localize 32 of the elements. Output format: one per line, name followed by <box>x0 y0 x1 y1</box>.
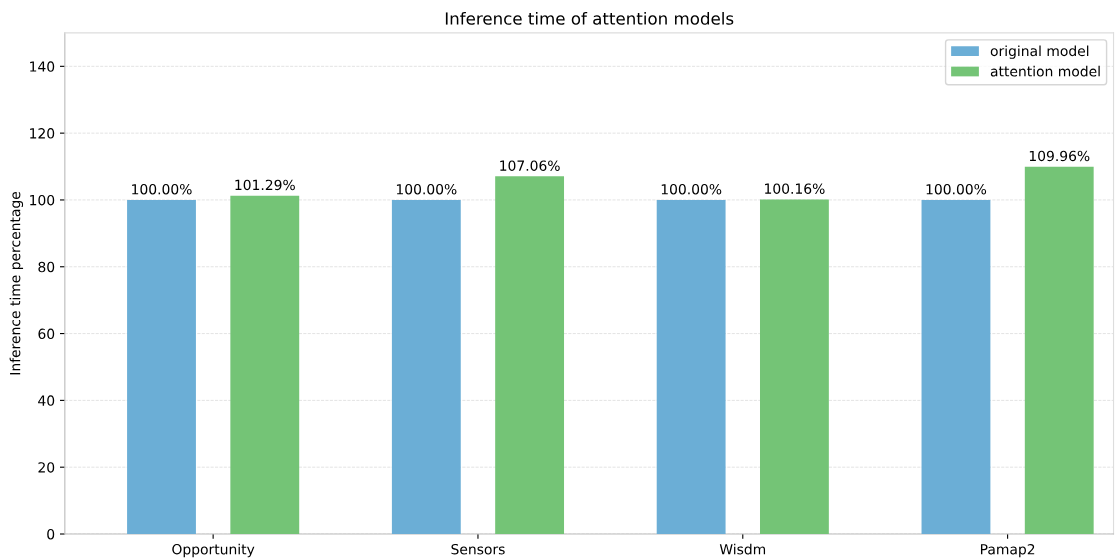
legend-label: attention model <box>990 65 1100 77</box>
bar <box>391 199 461 535</box>
bar <box>656 199 726 535</box>
data-label: 100.00% <box>926 183 987 195</box>
data-label: 109.96% <box>1029 150 1090 162</box>
data-label: 100.00% <box>132 183 192 195</box>
data-label: 100.00% <box>661 183 722 195</box>
x-tick-label: Pamap2 <box>980 543 1035 558</box>
y-tick-label: 80 <box>38 261 55 273</box>
data-label: 101.29% <box>235 179 295 191</box>
y-tick-label: 40 <box>38 395 55 406</box>
legend-label: original model <box>990 45 1089 59</box>
bar <box>759 199 829 535</box>
y-tick-label: 60 <box>38 328 55 340</box>
bar <box>495 176 565 535</box>
data-label: 107.06% <box>500 160 560 171</box>
bar <box>127 199 196 535</box>
y-tick-label: 20 <box>38 462 55 473</box>
chart-title: Inference time of attention models <box>445 11 734 25</box>
y-tick-label: 140 <box>30 61 55 72</box>
bar <box>921 199 991 535</box>
bar <box>1024 166 1094 535</box>
y-tick-label: 120 <box>30 128 55 139</box>
x-tick-label: Sensors <box>451 543 505 555</box>
y-axis-title: Inference time percentage <box>9 191 24 375</box>
y-tick-label: 0 <box>47 528 55 540</box>
x-tick-label: Wisdm <box>719 543 766 555</box>
data-label: 100.16% <box>765 183 825 194</box>
bar <box>230 195 300 535</box>
y-tick-label: 100 <box>30 194 55 206</box>
data-label: 100.00% <box>396 183 457 195</box>
x-tick-label: Opportunity <box>172 543 255 558</box>
